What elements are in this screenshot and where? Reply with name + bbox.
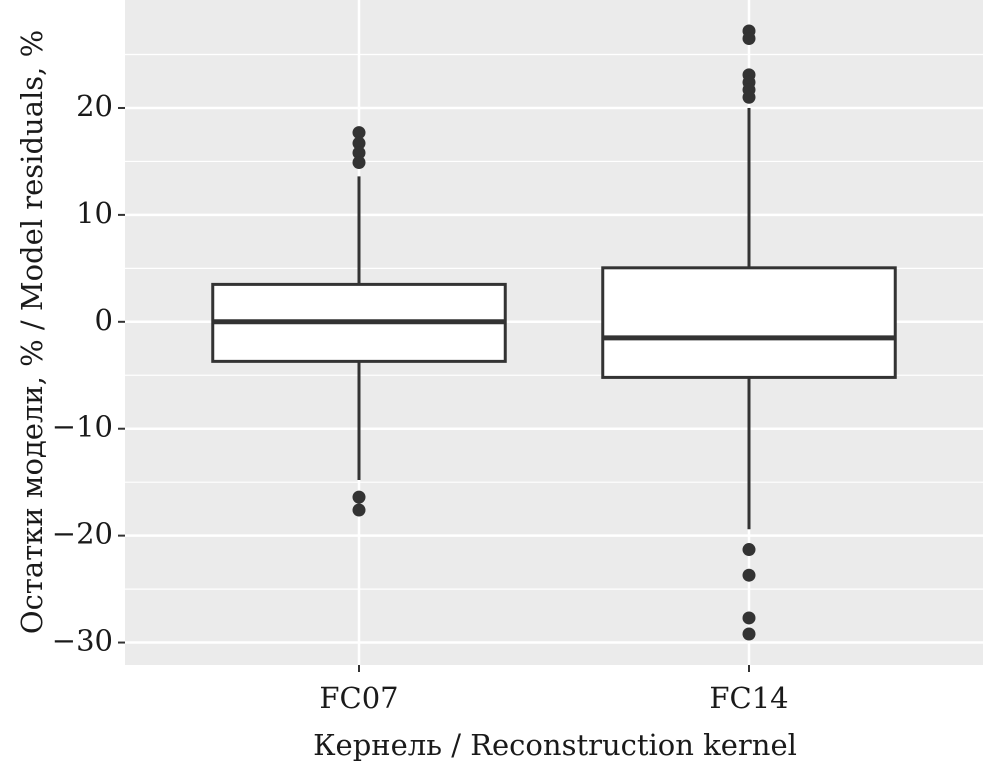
outlier xyxy=(352,156,366,170)
outlier xyxy=(742,627,756,641)
y-tick-label: −10 xyxy=(52,410,113,444)
outlier xyxy=(352,503,366,517)
y-tick-label: 20 xyxy=(76,89,113,123)
outlier xyxy=(352,126,366,140)
y-tick-label: −20 xyxy=(52,517,113,551)
x-axis-title: Кернель / Reconstruction kernel xyxy=(313,728,797,762)
y-axis-title: Остатки модели, % / Model residuals, % xyxy=(15,30,49,634)
y-tick-label: −30 xyxy=(52,624,113,658)
box xyxy=(601,266,897,379)
outlier xyxy=(742,90,756,104)
outlier xyxy=(352,146,366,160)
outlier xyxy=(352,490,366,504)
outlier xyxy=(742,568,756,582)
outlier xyxy=(742,543,756,557)
outlier xyxy=(742,31,756,45)
y-tick-label: 0 xyxy=(95,303,113,337)
y-tick-label: 10 xyxy=(76,196,113,230)
x-tick-label: FC07 xyxy=(319,681,398,715)
x-tick-label: FC14 xyxy=(709,681,788,715)
outlier xyxy=(742,611,756,625)
outlier xyxy=(352,136,366,150)
